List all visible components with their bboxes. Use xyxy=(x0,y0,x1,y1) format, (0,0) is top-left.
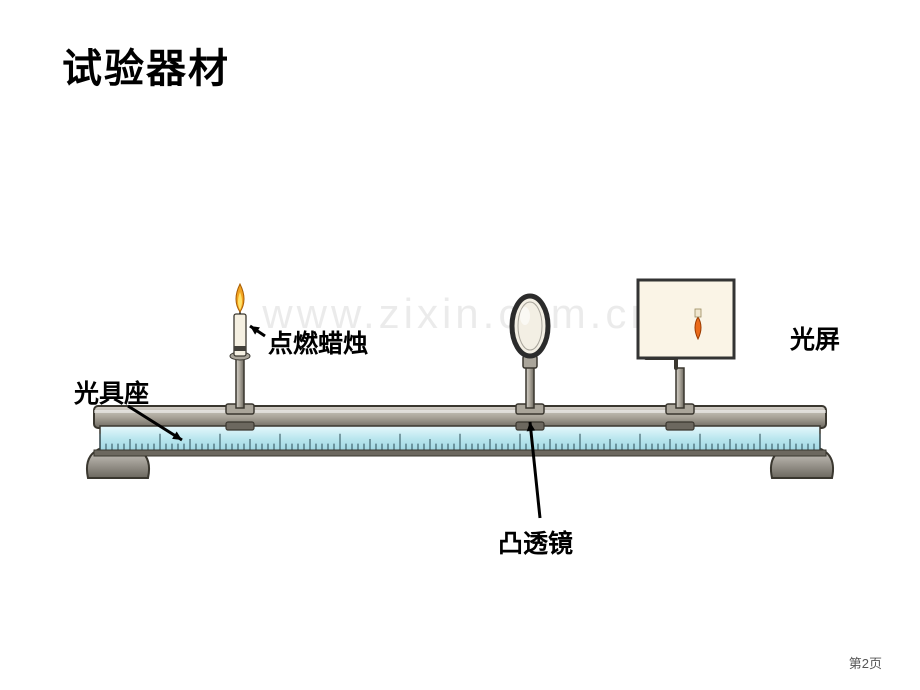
label-bench: 光具座 xyxy=(74,374,149,410)
label-candle: 点燃蜡烛 xyxy=(268,324,368,360)
page-number: 第2页 xyxy=(849,653,882,672)
optical-bench-diagram xyxy=(60,260,860,540)
label-screen: 光屏 xyxy=(790,320,840,356)
diagram-svg xyxy=(60,260,860,540)
label-lens: 凸透镜 xyxy=(498,524,573,560)
page-title: 试验器材 xyxy=(62,36,230,94)
